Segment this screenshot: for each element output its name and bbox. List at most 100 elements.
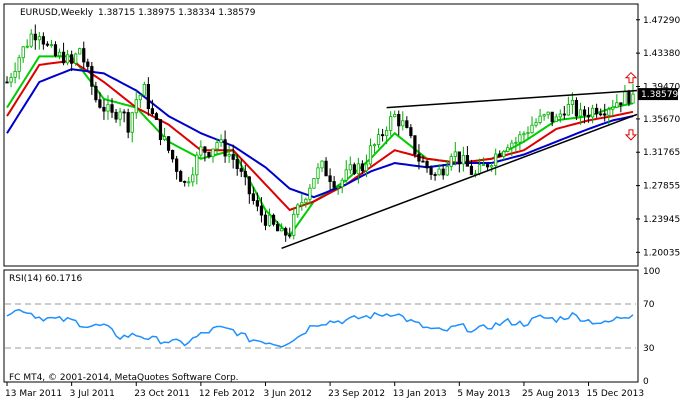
x-tick-label: 25 Aug 2013 — [522, 389, 580, 399]
price-tick-label: 1.35670 — [643, 115, 680, 125]
candle-body — [259, 205, 264, 216]
price-tick-label: 1.23945 — [643, 215, 680, 225]
rsi-tick-label: 30 — [643, 344, 655, 354]
rsi-line — [6, 308, 634, 348]
candle-body — [405, 120, 409, 128]
rsi-tick-label: 70 — [643, 300, 655, 310]
x-tick-label: 3 Jun 2012 — [263, 389, 311, 399]
candle-body — [526, 132, 530, 135]
candle-body — [219, 139, 223, 144]
candle-body — [166, 136, 171, 151]
candle-body — [586, 114, 591, 118]
candle-body — [550, 111, 554, 122]
candle-body — [570, 100, 575, 105]
candle-body — [599, 113, 603, 116]
candle-body — [130, 112, 134, 133]
candle-body — [215, 142, 219, 150]
candle-body — [490, 165, 494, 168]
x-tick-label: 3 Jul 2011 — [70, 389, 115, 399]
candle-body — [441, 168, 445, 176]
rsi-label: RSI(14) 60.1716 — [9, 274, 82, 284]
candle-body — [255, 200, 260, 207]
candle-body — [352, 164, 356, 175]
x-tick-label: 15 Dec 2013 — [587, 389, 645, 399]
candle-body — [522, 133, 526, 136]
candle-body — [380, 134, 385, 137]
candle-body — [485, 164, 490, 168]
candle-body — [110, 104, 114, 113]
candle-body — [33, 33, 37, 41]
candle-body — [566, 104, 570, 116]
candle-body — [530, 124, 534, 134]
current-price-label: 1.38579 — [641, 90, 678, 100]
candle-body — [574, 100, 579, 117]
candle-body — [590, 107, 595, 118]
candle-body — [21, 46, 25, 59]
candle-body — [154, 113, 159, 120]
candle-body — [344, 169, 348, 181]
candle-body — [607, 108, 611, 116]
grid-layer — [5, 303, 636, 349]
price-pane — [3, 3, 639, 267]
candle-body — [61, 51, 66, 64]
candle-body — [267, 214, 272, 226]
candle-body — [175, 158, 179, 172]
candle-body — [498, 153, 502, 157]
candle-body — [308, 187, 312, 200]
arrows — [624, 71, 638, 141]
candle-body — [29, 33, 33, 47]
candle-body — [65, 54, 70, 64]
candle-body — [82, 48, 86, 63]
candle-body — [457, 151, 461, 165]
candle-body — [469, 165, 474, 175]
candle-body — [461, 155, 465, 165]
candle-body — [162, 136, 167, 140]
candle-body — [578, 109, 583, 117]
candle-body — [494, 153, 498, 166]
candle-body — [37, 36, 41, 41]
candle-body — [449, 156, 453, 167]
price-tick-label: 1.43380 — [643, 49, 680, 59]
candle-body — [49, 44, 54, 47]
candle-body — [611, 106, 615, 110]
candle-body — [437, 168, 441, 176]
candle-body — [304, 198, 308, 204]
arrow-down-icon — [624, 129, 638, 141]
candle-body — [328, 175, 332, 182]
candle-body — [280, 228, 284, 232]
candle-body — [421, 160, 425, 163]
candle-body — [477, 164, 482, 175]
copyright-label: FC MT4, © 2001-2014, MetaQuotes Software… — [9, 373, 239, 383]
x-tick-label: 5 May 2013 — [457, 389, 510, 399]
candle-body — [562, 113, 566, 116]
candle-body — [316, 167, 320, 179]
candle-body — [106, 104, 110, 112]
candle-body — [158, 119, 163, 140]
candle-body — [510, 142, 514, 149]
candle-body — [376, 134, 381, 146]
candle-body — [558, 113, 562, 118]
candle-body — [235, 159, 239, 169]
candles — [5, 24, 635, 242]
arrow-up-icon — [624, 71, 638, 84]
candle-body — [142, 84, 146, 96]
price-tick-label: 1.31765 — [643, 148, 680, 158]
trendlines — [281, 89, 638, 250]
ohlc-label: 1.38715 1.38975 1.38334 1.38579 — [98, 8, 256, 18]
rsi-lines — [6, 308, 634, 348]
candle-body — [340, 179, 344, 188]
candle-body — [17, 57, 21, 72]
symbol-label: EURUSD,Weekly — [20, 8, 94, 18]
candle-body — [619, 102, 623, 106]
x-tick-label: 23 Sep 2012 — [328, 389, 385, 399]
candle-body — [288, 234, 292, 237]
candle-body — [623, 91, 627, 106]
candle-body — [631, 93, 635, 104]
rsi-pane — [3, 269, 639, 383]
price-tick-label: 1.20035 — [643, 248, 680, 258]
candle-body — [239, 168, 243, 172]
candle-body — [389, 116, 393, 131]
candle-body — [150, 108, 155, 115]
candle-body — [433, 174, 437, 176]
trendline — [281, 113, 638, 250]
